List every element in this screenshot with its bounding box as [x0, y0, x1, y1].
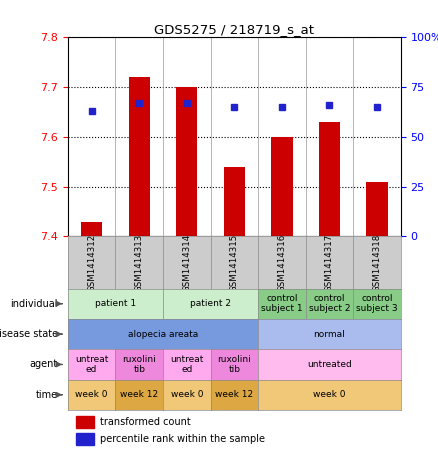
Text: untreat
ed: untreat ed: [75, 355, 108, 374]
Bar: [76, 433, 94, 444]
Text: GSM1414313: GSM1414313: [135, 233, 144, 292]
Text: week 0: week 0: [75, 390, 108, 399]
Text: week 0: week 0: [170, 390, 203, 399]
Text: normal: normal: [314, 330, 345, 338]
Text: control
subject 3: control subject 3: [356, 294, 398, 313]
Bar: [76, 416, 94, 428]
Text: patient 2: patient 2: [190, 299, 231, 308]
Text: week 0: week 0: [313, 390, 346, 399]
Text: time: time: [35, 390, 58, 400]
Text: percentile rank within the sample: percentile rank within the sample: [100, 434, 265, 444]
Text: week 12: week 12: [120, 390, 158, 399]
Text: individual: individual: [11, 299, 58, 309]
Text: ruxolini
tib: ruxolini tib: [122, 355, 156, 374]
Text: transformed count: transformed count: [100, 417, 191, 427]
Text: control
subject 1: control subject 1: [261, 294, 303, 313]
Bar: [128, 77, 150, 236]
Text: untreat
ed: untreat ed: [170, 355, 204, 374]
Text: alopecia areata: alopecia areata: [128, 330, 198, 338]
Bar: [271, 137, 293, 236]
Text: untreated: untreated: [307, 360, 352, 369]
Bar: [224, 167, 245, 236]
Title: GDS5275 / 218719_s_at: GDS5275 / 218719_s_at: [154, 23, 314, 36]
Bar: [176, 87, 198, 236]
Text: control
subject 2: control subject 2: [309, 294, 350, 313]
Text: ruxolini
tib: ruxolini tib: [217, 355, 251, 374]
Text: GSM1414315: GSM1414315: [230, 233, 239, 292]
Text: agent: agent: [30, 359, 58, 370]
Text: week 12: week 12: [215, 390, 254, 399]
Text: disease state: disease state: [0, 329, 58, 339]
Text: GSM1414316: GSM1414316: [277, 233, 286, 292]
Bar: [366, 182, 388, 236]
Text: patient 1: patient 1: [95, 299, 136, 308]
Text: GSM1414312: GSM1414312: [87, 233, 96, 292]
Text: GSM1414314: GSM1414314: [182, 233, 191, 292]
Bar: [81, 222, 102, 236]
Bar: [319, 122, 340, 236]
Text: GSM1414318: GSM1414318: [372, 233, 381, 292]
Text: GSM1414317: GSM1414317: [325, 233, 334, 292]
